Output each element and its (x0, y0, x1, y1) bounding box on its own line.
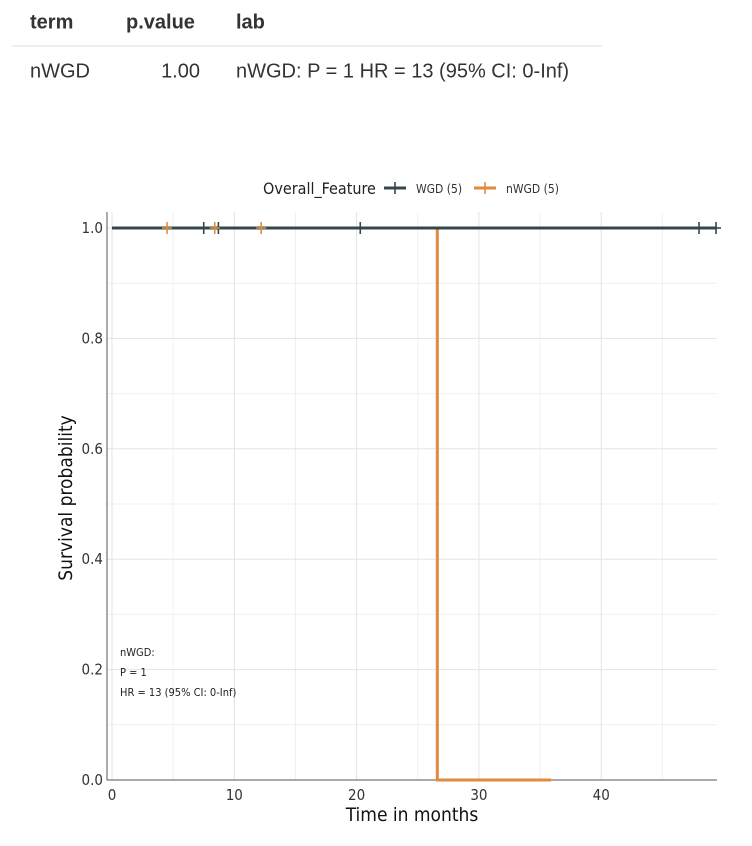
x-tick-label: 30 (470, 786, 487, 804)
header-lab: lab (236, 11, 265, 33)
axes: 0 10 20 30 40 0.0 0.2 0.4 0.6 0.8 1.0 Time in month… (55, 212, 717, 826)
y-tick-label: 0.8 (82, 329, 103, 347)
y-tick-label: 0.6 (82, 440, 103, 458)
legend-key-nwgd (474, 182, 496, 194)
cell-lab: nWGD: P = 1 HR = 13 (95% CI: 0-Inf) (236, 60, 570, 83)
annotation-line: nWGD: (120, 646, 155, 659)
censor-mark-wgd (355, 222, 366, 234)
legend: Overall_Feature WGD (5) nWGD (5) (263, 179, 559, 199)
x-tick-label: 40 (593, 786, 610, 804)
x-axis-title: Time in months (345, 804, 479, 826)
censor-mark-nwgd (162, 222, 173, 234)
cell-term: nWGD (30, 60, 90, 83)
legend-key-wgd (384, 182, 406, 194)
x-tick-label: 0 (108, 786, 117, 804)
header-term: term (30, 11, 74, 33)
annotation-line: P = 1 (120, 666, 147, 679)
x-tick-label: 20 (348, 786, 365, 804)
legend-title: Overall_Feature (263, 179, 376, 199)
annotation-line: HR = 13 (95% CI: 0-Inf) (120, 686, 236, 699)
results-table: term p.value lab nWGD 1.00 nWGD: P = 1 H… (12, 0, 602, 97)
legend-label-wgd: WGD (5) (416, 182, 462, 196)
y-axis-title: Survival probability (55, 415, 77, 581)
annotation-layer: nWGD: P = 1 HR = 13 (95% CI: 0-Inf) (120, 646, 236, 699)
censor-mark-wgd (711, 222, 721, 234)
y-tick-label: 0.0 (82, 771, 103, 789)
survival-chart: 0 10 20 30 40 0.0 0.2 0.4 0.6 0.8 1.0 Time in month… (55, 179, 721, 826)
table-row: nWGD 1.00 nWGD: P = 1 HR = 13 (95% CI: 0… (12, 47, 602, 97)
legend-label-nwgd: nWGD (5) (506, 182, 559, 196)
y-tick-label: 1.0 (82, 219, 103, 237)
censor-mark-wgd (198, 222, 209, 234)
table-header-row: term p.value lab (12, 0, 602, 47)
y-tick-label: 0.2 (82, 661, 103, 679)
series-layer (112, 222, 721, 782)
y-tick-label: 0.4 (82, 550, 103, 568)
cell-p-value: 1.00 (161, 60, 200, 83)
censor-mark-wgd (694, 222, 705, 234)
grid (107, 212, 717, 781)
header-p-value: p.value (126, 11, 195, 33)
censor-mark-nwgd (209, 222, 220, 234)
x-tick-label: 10 (226, 786, 243, 804)
censor-mark-nwgd (256, 222, 267, 234)
